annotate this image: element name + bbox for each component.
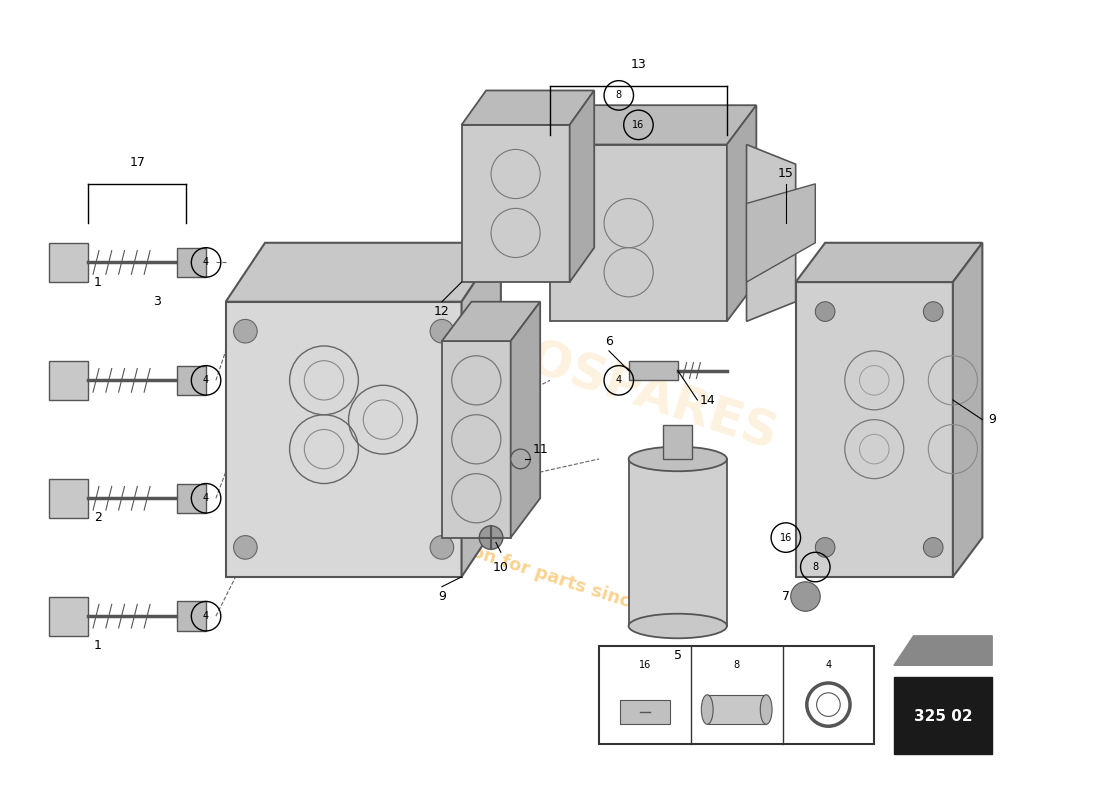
Bar — [442, 341, 510, 538]
Polygon shape — [510, 302, 540, 538]
Ellipse shape — [702, 694, 713, 724]
Text: 8: 8 — [616, 90, 622, 100]
Polygon shape — [795, 242, 982, 282]
Text: 17: 17 — [130, 156, 145, 169]
Text: 15: 15 — [778, 167, 794, 181]
Circle shape — [480, 526, 503, 550]
Bar — [628, 361, 678, 380]
Text: 8: 8 — [734, 660, 740, 670]
Bar — [600, 646, 874, 744]
Text: 16: 16 — [639, 660, 651, 670]
Text: 4: 4 — [204, 258, 209, 267]
Circle shape — [430, 536, 453, 559]
Circle shape — [816, 693, 840, 717]
Polygon shape — [462, 242, 501, 577]
Circle shape — [233, 319, 257, 343]
Text: 14: 14 — [700, 394, 715, 406]
Polygon shape — [226, 242, 500, 302]
Bar — [48, 361, 88, 400]
Text: 5: 5 — [673, 649, 682, 662]
Bar — [620, 700, 670, 724]
Polygon shape — [570, 90, 594, 282]
Bar — [795, 282, 953, 577]
Text: 16: 16 — [632, 120, 645, 130]
Circle shape — [510, 449, 530, 469]
Text: 325 02: 325 02 — [914, 709, 972, 723]
Polygon shape — [747, 145, 795, 322]
Polygon shape — [550, 106, 757, 145]
Text: 4: 4 — [616, 375, 622, 386]
Text: 1: 1 — [94, 275, 102, 289]
Bar — [550, 145, 727, 322]
Circle shape — [791, 582, 821, 611]
Bar — [177, 602, 206, 631]
Circle shape — [923, 302, 943, 322]
Bar — [894, 677, 992, 754]
Bar — [177, 483, 206, 513]
Polygon shape — [462, 90, 594, 125]
Text: 16: 16 — [780, 533, 792, 542]
Bar — [48, 242, 88, 282]
Ellipse shape — [628, 614, 727, 638]
Text: EUROSPARES: EUROSPARES — [415, 300, 783, 461]
Text: 4: 4 — [204, 494, 209, 503]
Text: 10: 10 — [493, 561, 509, 574]
Text: 13: 13 — [630, 58, 647, 71]
Circle shape — [430, 319, 453, 343]
Circle shape — [923, 538, 943, 558]
Text: 6: 6 — [605, 334, 613, 347]
Ellipse shape — [628, 446, 727, 471]
Text: 4: 4 — [204, 375, 209, 386]
Polygon shape — [747, 184, 815, 282]
Text: 4: 4 — [204, 611, 209, 621]
Bar — [628, 459, 727, 626]
Bar — [462, 125, 570, 282]
Text: 9: 9 — [988, 413, 997, 426]
Text: 7: 7 — [782, 590, 790, 603]
Text: 11: 11 — [532, 442, 548, 456]
Text: 4: 4 — [825, 660, 832, 670]
Circle shape — [815, 538, 835, 558]
Bar — [177, 248, 206, 277]
Text: 3: 3 — [153, 295, 161, 308]
Text: 12: 12 — [434, 305, 450, 318]
Bar — [226, 302, 462, 577]
Bar — [48, 597, 88, 636]
Text: 9: 9 — [438, 590, 446, 603]
Text: 2: 2 — [94, 511, 102, 525]
Text: 8: 8 — [812, 562, 818, 572]
Polygon shape — [442, 302, 540, 341]
Polygon shape — [953, 242, 982, 577]
Text: a passion for parts since 1985: a passion for parts since 1985 — [403, 521, 697, 633]
Text: 1: 1 — [94, 639, 102, 652]
Bar — [48, 478, 88, 518]
Circle shape — [233, 536, 257, 559]
Bar — [707, 694, 767, 724]
Circle shape — [815, 302, 835, 322]
Polygon shape — [727, 106, 757, 322]
Ellipse shape — [760, 694, 772, 724]
Bar — [663, 425, 693, 459]
Bar — [177, 366, 206, 395]
Polygon shape — [894, 636, 992, 666]
